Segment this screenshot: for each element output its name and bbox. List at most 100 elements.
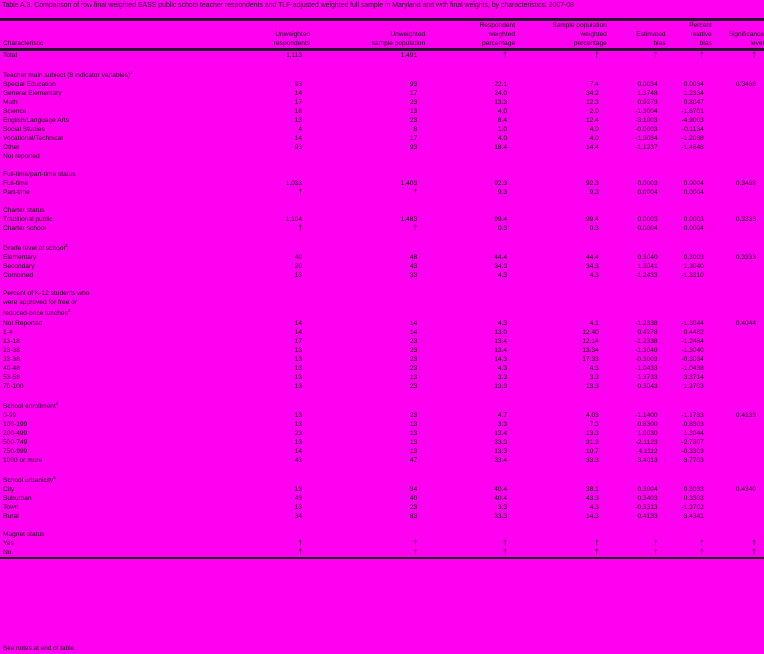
cell-unweighted_sample_population — [310, 289, 425, 298]
table-group-row: Teacher main subject (8 indicator variab… — [0, 69, 764, 80]
cell-respondent_weighted_percentage: 44.4 — [494, 254, 508, 262]
table-row: 53-58 13 13 3.3 3.3 1.3733 3.3714 — [0, 373, 764, 382]
cell-respondent_weighted_percentage: 92.3 — [494, 180, 508, 188]
cell-estimated_bias: 0.3043 — [637, 382, 658, 390]
cell-unweighted_respondents: 93 — [294, 144, 303, 152]
cell-sample_population_weighted_percentage — [515, 298, 607, 307]
table-row: Math 17 23 13.3 12.3 0.9273 0.8047 — [0, 98, 764, 107]
header-line1-col2 — [310, 18, 426, 30]
cell-sample_population_weighted_percentage: 34.3 — [585, 263, 599, 271]
cell-sample_population_weighted_percentage: 2.0 — [589, 108, 599, 116]
cell-unweighted_sample_population: 14 — [409, 328, 418, 336]
end-rule-cell — [0, 556, 764, 568]
cell-respondent_weighted_percentage: 18.4 — [494, 144, 508, 152]
cell-sample_population_weighted_percentage — [515, 152, 607, 161]
row-group-label: were approved for free or — [3, 299, 78, 307]
cell-estimated_bias — [607, 69, 666, 80]
cell-unweighted_sample_population: 23 — [409, 503, 418, 511]
cell-sample_population_weighted_percentage: 3.3 — [589, 373, 599, 381]
cell-percent_relative_bias — [666, 242, 712, 253]
table-row: Combined 13 33 4.3 4.3 -1.2433 -1.3310 — [0, 271, 764, 280]
cell-unweighted_sample_population: † — [413, 539, 418, 547]
cell-sample_population_weighted_percentage: 12.3 — [585, 99, 599, 107]
cell-percent_relative_bias — [666, 206, 712, 215]
cell-sample_population_weighted_percentage: 13.3 — [585, 382, 599, 390]
cell-respondent_weighted_percentage — [425, 206, 515, 215]
cell-significance_level — [712, 512, 764, 521]
cell-percent_relative_bias: -1.3702 — [681, 503, 704, 511]
table-row: Secondary 20 43 34.3 34.3 1.3041 1.3040 — [0, 262, 764, 271]
cell-estimated_bias: -1.3084 — [635, 135, 658, 143]
cell-unweighted_sample_population: 13 — [409, 438, 418, 446]
cell-respondent_weighted_percentage: 34.3 — [494, 263, 508, 271]
cell-significance_level — [712, 125, 764, 134]
header-line3-col4: percentage — [515, 39, 607, 51]
cell-respondent_weighted_percentage: 33.4 — [494, 456, 508, 464]
cell-unweighted_sample_population — [310, 206, 425, 215]
row-label: Special Education — [3, 81, 56, 89]
cell-significance_level — [712, 420, 764, 429]
cell-unweighted_sample_population — [310, 400, 425, 411]
spacer-cell — [0, 391, 764, 400]
footnote-marker: 1 — [130, 71, 133, 76]
cell-estimated_bias: 1.0030 — [637, 429, 658, 437]
cell-percent_relative_bias: 0.0003 — [683, 216, 704, 224]
cell-percent_relative_bias: 1.2334 — [683, 90, 704, 98]
header-line3-col6: bias — [665, 39, 712, 51]
cell-unweighted_sample_population: 23 — [409, 99, 418, 107]
cell-estimated_bias — [607, 530, 666, 539]
cell-unweighted_sample_population: 23 — [409, 364, 418, 372]
cell-respondent_weighted_percentage: 4.0 — [497, 135, 508, 143]
cell-significance_level — [712, 89, 764, 98]
table-row: Special Education 93 93 22.1 7.4 0.0034 0.0034… — [0, 80, 764, 89]
cell-estimated_bias — [607, 152, 666, 161]
cell-significance_level: 0.3333 — [735, 254, 756, 262]
cell-unweighted_respondents: 17 — [294, 337, 303, 345]
cell-estimated_bias: -0.0003 — [635, 126, 658, 134]
cell-sample_population_weighted_percentage: 4.3 — [589, 272, 599, 280]
cell-unweighted_respondents: 34 — [294, 512, 303, 520]
cell-respondent_weighted_percentage — [425, 400, 515, 411]
cell-unweighted_sample_population: 1,403 — [400, 180, 418, 188]
cell-unweighted_respondents: 17 — [294, 99, 303, 107]
row-label: 13-18 — [3, 337, 20, 345]
table-group-row: Charter status — [0, 206, 764, 215]
cell-unweighted_sample_population — [310, 530, 425, 539]
cell-unweighted_respondents — [209, 289, 310, 298]
cell-unweighted_respondents: 40 — [294, 254, 303, 262]
cell-unweighted_respondents: 43 — [294, 494, 303, 502]
cell-unweighted_sample_population: 23 — [409, 355, 418, 363]
cell-sample_population_weighted_percentage: 4.0 — [589, 126, 599, 134]
row-label: Suburban — [3, 494, 32, 502]
cell-percent_relative_bias: 3.3714 — [683, 373, 704, 381]
cell-unweighted_respondents: 14 — [294, 319, 303, 327]
cell-percent_relative_bias: 3.7703 — [683, 456, 704, 464]
row-label: 33-38 — [3, 355, 20, 363]
cell-unweighted_respondents: 14 — [294, 328, 303, 336]
table-row: English/Language Arts 13 23 8.4 12.4 -3.1003 -… — [0, 116, 764, 125]
cell-estimated_bias — [607, 289, 666, 298]
cell-significance_level — [712, 107, 764, 116]
cell-percent_relative_bias — [666, 474, 712, 485]
cell-sample_population_weighted_percentage — [515, 170, 607, 179]
cell-estimated_bias: 1.3733 — [637, 373, 658, 381]
table-row: Social Studies 4 8 1.0 4.0 -0.0003 -0.1134 — [0, 125, 764, 134]
cell-respondent_weighted_percentage: 13.3 — [494, 447, 508, 455]
cell-unweighted_respondents: 1,113 — [286, 52, 303, 59]
header-line1-col3: Respondent — [425, 18, 516, 30]
cell-estimated_bias — [607, 170, 666, 179]
cell-sample_population_weighted_percentage: 43.3 — [585, 494, 599, 502]
cell-unweighted_respondents: † — [298, 225, 303, 233]
cell-percent_relative_bias: † — [699, 548, 704, 556]
cell-estimated_bias: -1.2338 — [635, 319, 658, 327]
cell-unweighted_respondents — [209, 307, 310, 318]
cell-sample_population_weighted_percentage: 34.2 — [585, 90, 599, 98]
cell-significance_level — [712, 69, 764, 80]
cell-percent_relative_bias: -1.0438 — [681, 364, 704, 372]
row-group-label: reduced-price lunches3 — [3, 309, 71, 318]
cell-percent_relative_bias: -1.2038 — [681, 135, 704, 143]
table-row: Part-time † † 9.3 9.3 0.0004 0.0004 — [0, 188, 764, 197]
cell-percent_relative_bias: -4.9003 — [681, 117, 704, 125]
cell-respondent_weighted_percentage: † — [503, 548, 508, 556]
table-row: 500-749 13 13 33.3 31.3 -2.1123 -2.7307 — [0, 438, 764, 447]
